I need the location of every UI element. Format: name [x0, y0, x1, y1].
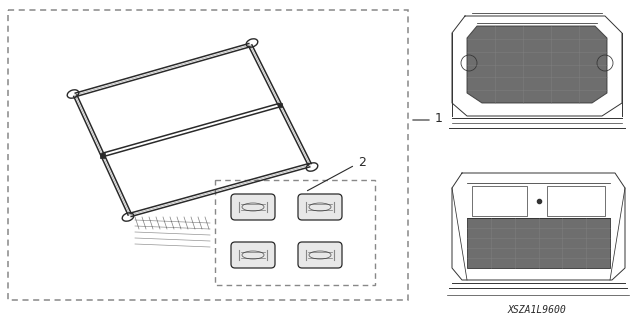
Polygon shape — [467, 26, 607, 103]
Polygon shape — [100, 152, 105, 158]
Polygon shape — [467, 218, 610, 268]
FancyBboxPatch shape — [231, 242, 275, 268]
Polygon shape — [278, 103, 282, 107]
Text: 1: 1 — [435, 112, 443, 124]
FancyBboxPatch shape — [298, 194, 342, 220]
Text: XSZA1L9600: XSZA1L9600 — [508, 305, 566, 315]
FancyBboxPatch shape — [298, 242, 342, 268]
Text: 2: 2 — [358, 157, 366, 169]
FancyBboxPatch shape — [231, 194, 275, 220]
